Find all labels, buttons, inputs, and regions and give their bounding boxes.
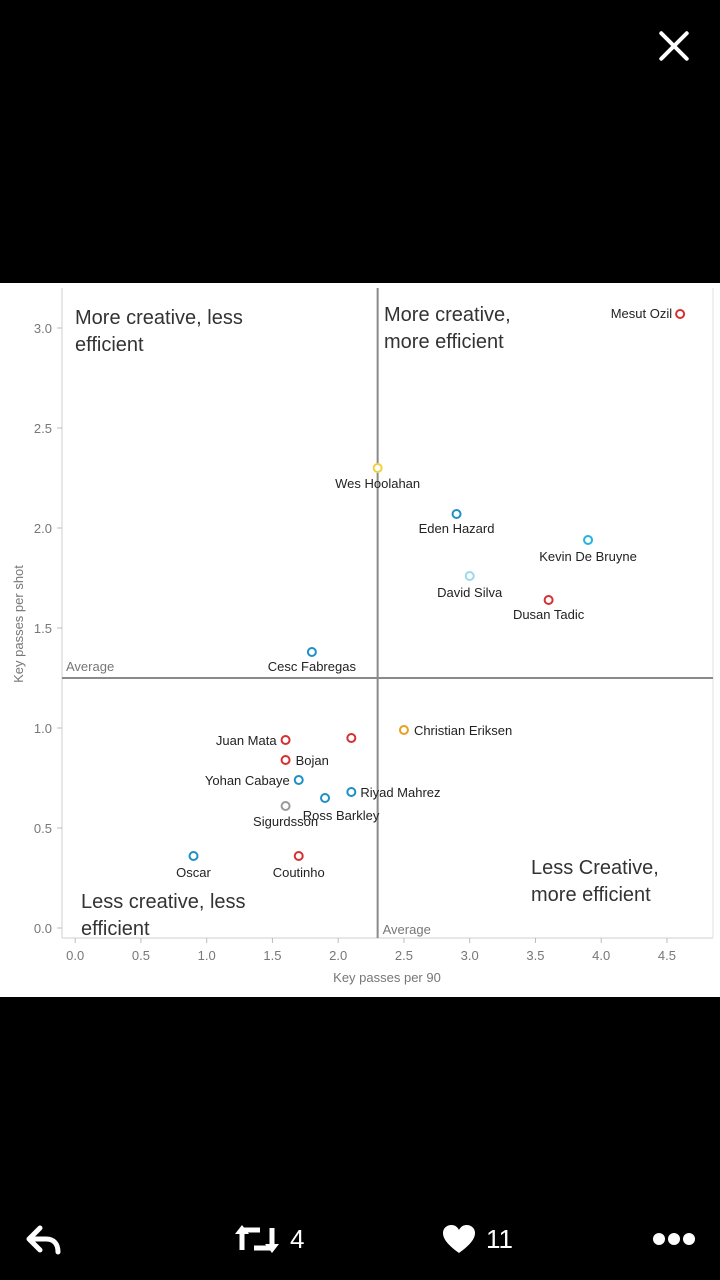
y-tick-label: 3.0 [34, 321, 52, 336]
data-label: Kevin De Bruyne [539, 549, 637, 564]
data-point [451, 509, 462, 519]
y-tick-label: 1.5 [34, 621, 52, 636]
y-tick-label: 0.0 [34, 921, 52, 936]
data-label: Eden Hazard [419, 521, 495, 536]
retweet-count: 4 [290, 1223, 305, 1254]
data-label: Wes Hoolahan [335, 476, 420, 491]
close-button[interactable] [652, 24, 696, 68]
data-point [188, 851, 199, 861]
data-point [280, 735, 291, 745]
data-label: Sigurdsson [253, 814, 318, 829]
y-tick-label: 0.5 [34, 821, 52, 836]
data-point [372, 463, 383, 473]
y-tick-label: 2.0 [34, 521, 52, 536]
data-point [306, 647, 317, 657]
x-tick-label: 0.0 [66, 948, 84, 963]
data-label: Riyad Mahrez [360, 785, 440, 800]
data-point [280, 755, 291, 765]
data-point [464, 571, 475, 581]
x-tick-label: 3.0 [461, 948, 479, 963]
tweet-action-bar: 4 11 [0, 1205, 720, 1271]
data-label: Dusan Tadic [513, 607, 585, 622]
data-label: Juan Mata [216, 733, 277, 748]
data-point [320, 793, 331, 803]
x-tick-label: 4.0 [592, 948, 610, 963]
quadrant-label: More creative, more efficient [384, 304, 511, 353]
data-label: Bojan [296, 753, 329, 768]
data-label: David Silva [437, 585, 503, 600]
y-tick-label: 2.5 [34, 421, 52, 436]
data-point [346, 787, 357, 797]
data-label: Oscar [176, 865, 211, 880]
data-label: Mesut Ozil [611, 306, 673, 321]
data-point [280, 801, 291, 811]
heart-icon [443, 1225, 475, 1253]
x-tick-label: 1.0 [198, 948, 216, 963]
data-label: Ross Barkley [303, 808, 380, 823]
data-point [583, 535, 594, 545]
retweet-icon [235, 1225, 279, 1253]
data-point [293, 775, 304, 785]
like-button[interactable]: 11 [442, 1217, 513, 1261]
like-count: 11 [486, 1223, 513, 1254]
quadrant-label: Less Creative, more efficient [531, 857, 659, 906]
data-point [543, 595, 554, 605]
reply-icon [26, 1225, 61, 1255]
data-point [675, 309, 686, 319]
x-axis-label: Key passes per 90 [333, 970, 441, 985]
scatter-chart: 0.0 0.5 1.0 1.5 2.0 2.5 3.0 3.5 4.0 4.5 0.0 0.5 1.0 1… [11, 288, 714, 985]
data-point [398, 725, 409, 735]
x-tick-label: 4.5 [658, 948, 676, 963]
x-tick-label: 3.5 [526, 948, 544, 963]
quadrant-label: More creative, less efficient [75, 307, 243, 356]
x-tick-label: 2.5 [395, 948, 413, 963]
more-icon [653, 1233, 695, 1245]
y-tick-label: 1.0 [34, 721, 52, 736]
data-point [293, 851, 304, 861]
x-tick-label: 0.5 [132, 948, 150, 963]
average-y-label: Average [66, 659, 114, 674]
x-tick-label: 2.0 [329, 948, 347, 963]
reply-button[interactable] [24, 1217, 64, 1261]
data-label: Cesc Fabregas [268, 659, 357, 674]
data-label: Yohan Cabaye [205, 773, 290, 788]
more-options-button[interactable] [652, 1217, 696, 1261]
y-axis-label: Key passes per shot [11, 565, 26, 683]
chart-panel: 0.0 0.5 1.0 1.5 2.0 2.5 3.0 3.5 4.0 4.5 0.0 0.5 1.0 1… [0, 283, 720, 997]
average-x-label: Average [383, 922, 431, 937]
quadrant-label: Less creative, less efficient [81, 891, 246, 940]
data-label: Christian Eriksen [414, 723, 512, 738]
retweet-button[interactable]: 4 [234, 1217, 304, 1261]
data-label: Coutinho [273, 865, 325, 880]
data-point [346, 733, 357, 743]
x-tick-label: 1.5 [263, 948, 281, 963]
